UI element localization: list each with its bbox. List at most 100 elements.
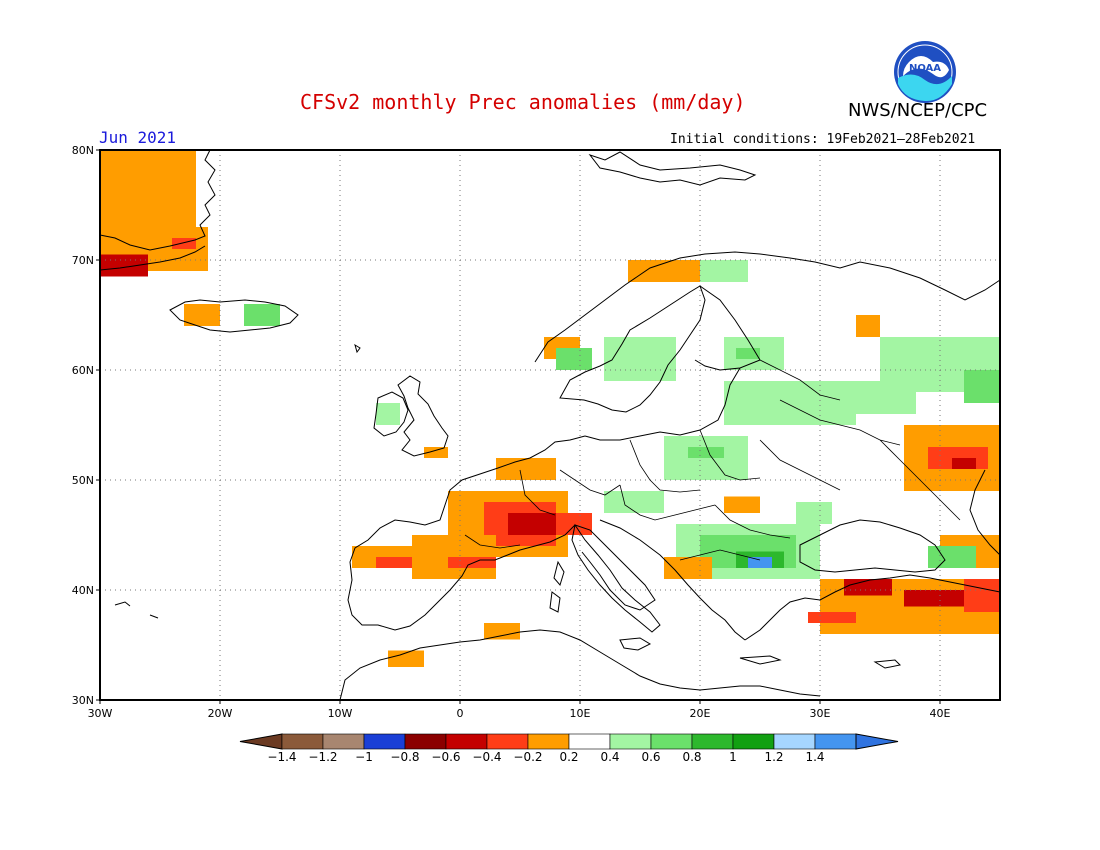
anomaly-region xyxy=(388,650,424,667)
anomaly-region xyxy=(496,458,556,480)
colorbar-segment xyxy=(322,733,365,750)
colorbar-segment xyxy=(281,733,324,750)
country-borders xyxy=(464,359,961,561)
black-sea-coast xyxy=(799,519,946,573)
colorbar-tick-label: −1.2 xyxy=(308,750,337,764)
anomaly-region xyxy=(100,254,148,277)
anomaly-region xyxy=(736,348,760,359)
anomaly-region xyxy=(664,557,712,579)
svalbard-coast xyxy=(588,151,757,186)
colorbar-segment xyxy=(814,733,857,750)
lon-tick-label: 0 xyxy=(457,707,464,720)
anomaly-region xyxy=(856,315,880,337)
anomaly-region xyxy=(376,557,412,568)
anomaly-region xyxy=(376,403,400,425)
colorbar-segment xyxy=(404,733,447,750)
lon-tick-label: 10W xyxy=(328,707,353,720)
cyprus xyxy=(873,659,902,669)
anomaly-region xyxy=(184,304,220,326)
anomaly-region xyxy=(424,447,448,458)
colorbar-segment xyxy=(609,733,652,750)
colorbar-high-arrow xyxy=(855,733,899,750)
corsica-sardinia xyxy=(549,560,565,613)
britain-coast xyxy=(397,375,449,457)
colorbar-tick-label: 0.6 xyxy=(641,750,660,764)
graticule xyxy=(100,150,1000,700)
map-frame xyxy=(99,149,1001,701)
noaa-logo-text: NOAA xyxy=(909,63,941,74)
colorbar-segment xyxy=(732,733,775,750)
italy-coast xyxy=(571,523,661,633)
north-africa-coast xyxy=(339,629,821,701)
anomaly-region xyxy=(556,348,592,370)
anomaly-region xyxy=(844,579,892,596)
colorbar-tick-label: −0.4 xyxy=(472,750,501,764)
lon-tick-label: 20W xyxy=(208,707,233,720)
lat-tick-label: 60N xyxy=(72,364,94,377)
colorbar-segment xyxy=(691,733,734,750)
lon-tick-label: 30W xyxy=(88,707,113,720)
longitude-ticks: 30W 20W 10W 0 10E 20E 30E 40E xyxy=(88,700,951,720)
azores xyxy=(114,601,159,619)
lon-tick-label: 30E xyxy=(810,707,831,720)
colorbar-tick-label: −1.4 xyxy=(267,750,296,764)
coastlines xyxy=(99,149,1001,701)
colorbar xyxy=(239,733,899,750)
colorbar-tick-label: 0.2 xyxy=(559,750,578,764)
noaa-logo-icon: NOAA xyxy=(894,41,956,103)
colorbar-tick-label: −0.8 xyxy=(390,750,419,764)
anomaly-region xyxy=(964,579,1000,612)
anomaly-region xyxy=(484,623,520,640)
colorbar-segment xyxy=(527,733,570,750)
forecast-month-label: Jun 2021 xyxy=(99,128,177,147)
colorbar-tick-label: 0.8 xyxy=(682,750,701,764)
crete xyxy=(739,655,782,665)
colorbar-tick-label: 1 xyxy=(729,750,737,764)
anomaly-region xyxy=(604,337,676,381)
greenland-coast xyxy=(99,149,216,251)
anomaly-region xyxy=(724,496,760,513)
lon-tick-label: 40E xyxy=(930,707,951,720)
colorbar-segment xyxy=(363,733,406,750)
initial-conditions-label: Initial conditions: 19Feb2021–28Feb2021 xyxy=(670,132,976,147)
caspian-coast xyxy=(969,469,1001,556)
sicily xyxy=(619,637,652,651)
anomaly-region xyxy=(964,370,1000,403)
anomaly-region xyxy=(628,260,700,282)
ireland-coast xyxy=(373,391,409,437)
anomaly-region xyxy=(748,557,772,568)
lat-tick-label: 80N xyxy=(72,144,94,157)
baltic-east-coast xyxy=(584,367,741,441)
lat-tick-label: 70N xyxy=(72,254,94,267)
anomaly-region xyxy=(808,612,856,623)
colorbar-tick-label: −0.2 xyxy=(513,750,542,764)
lat-tick-label: 30N xyxy=(72,694,94,707)
faroe-islands xyxy=(354,343,361,354)
adriatic-coast xyxy=(599,519,746,641)
scandinavia-coast xyxy=(534,251,1001,363)
anomaly-region xyxy=(904,590,964,607)
colorbar-segment xyxy=(650,733,693,750)
colorbar-low-arrow xyxy=(239,733,283,750)
anomaly-region xyxy=(100,150,196,238)
anomaly-region xyxy=(604,491,664,513)
anomaly-region xyxy=(688,447,724,458)
colorbar-segment xyxy=(445,733,488,750)
sweden-coast xyxy=(559,285,706,413)
anomaly-region xyxy=(244,304,280,326)
colorbar-segment xyxy=(486,733,529,750)
lat-tick-label: 50N xyxy=(72,474,94,487)
lat-tick-label: 40N xyxy=(72,584,94,597)
lon-tick-label: 20E xyxy=(690,707,711,720)
colorbar-tick-label: −1 xyxy=(355,750,373,764)
latitude-ticks: 80N 70N 60N 50N 40N 30N xyxy=(72,144,100,707)
anomaly-region xyxy=(796,502,832,524)
iceland-coast xyxy=(169,299,299,333)
anomaly-region xyxy=(556,513,592,535)
anomaly-region xyxy=(172,238,196,249)
colorbar-tick-label: 1.2 xyxy=(764,750,783,764)
anomaly-region xyxy=(928,546,976,568)
map-title: CFSv2 monthly Prec anomalies (mm/day) xyxy=(300,90,746,114)
colorbar-tick-label: 0.4 xyxy=(600,750,619,764)
